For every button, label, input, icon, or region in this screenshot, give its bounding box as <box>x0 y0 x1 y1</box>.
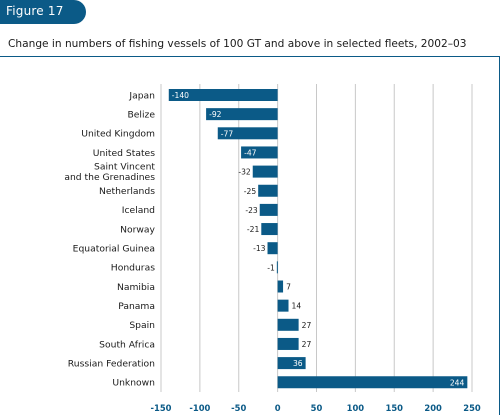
x-tick-label: -50 <box>231 403 246 413</box>
x-tick-label: 150 <box>386 403 404 413</box>
figure-label: Figure 17 <box>6 4 64 18</box>
bar <box>277 376 468 389</box>
data-label: -92 <box>209 110 222 119</box>
category-label: Spain <box>129 320 155 331</box>
bar <box>252 165 278 178</box>
figure-badge: Figure 17 <box>0 0 86 24</box>
data-label: -47 <box>244 148 257 157</box>
category-label: Norway <box>120 224 155 235</box>
x-tick-label: -100 <box>189 403 210 413</box>
category-label: Netherlands <box>99 186 155 197</box>
data-label: -77 <box>221 129 234 138</box>
bar <box>241 146 278 159</box>
x-tick-label: 0 <box>275 403 281 413</box>
data-label: -1 <box>267 263 275 272</box>
category-label: Honduras <box>111 263 155 274</box>
data-label: 7 <box>286 283 291 292</box>
x-tick-label: 50 <box>311 403 323 413</box>
bar <box>277 357 306 370</box>
data-label: -140 <box>172 91 189 100</box>
bar <box>258 184 278 197</box>
data-label: 27 <box>302 321 312 330</box>
category-label: Belize <box>127 109 155 120</box>
x-tick-label: 250 <box>463 403 481 413</box>
data-label: -21 <box>247 225 260 234</box>
data-label: 244 <box>450 378 465 387</box>
category-label: South Africa <box>99 339 155 350</box>
x-tick-label: 100 <box>347 403 365 413</box>
data-label: 36 <box>293 359 303 368</box>
x-tick-label: -150 <box>151 403 172 413</box>
category-label: Japan <box>128 90 155 101</box>
category-label: Equatorial Guinea <box>73 244 155 255</box>
category-label: Saint Vincent and the Grenadines <box>64 162 155 184</box>
bar <box>261 223 278 236</box>
category-label: Namibia <box>117 282 155 293</box>
data-label: 14 <box>292 302 302 311</box>
x-tick-label: 200 <box>424 403 442 413</box>
category-label: Russian Federation <box>68 358 155 369</box>
bar <box>206 108 278 121</box>
data-label: -13 <box>253 244 266 253</box>
bar <box>277 299 289 312</box>
bar <box>259 203 278 216</box>
bar <box>168 89 278 101</box>
chart-title: Change in numbers of fishing vessels of … <box>8 38 467 50</box>
bar <box>267 242 278 255</box>
category-label: United Kingdom <box>81 129 155 140</box>
data-label: 27 <box>302 340 312 349</box>
data-label: -25 <box>244 187 257 196</box>
category-label: Iceland <box>122 205 155 216</box>
bar <box>277 280 284 293</box>
bar <box>276 261 278 274</box>
category-label: Panama <box>118 301 155 312</box>
category-label: Unknown <box>112 378 155 389</box>
data-label: -32 <box>238 168 251 177</box>
bar <box>217 127 278 140</box>
bar <box>277 318 299 331</box>
data-label: -23 <box>245 206 258 215</box>
category-label: United States <box>93 148 155 159</box>
bar <box>277 337 299 350</box>
